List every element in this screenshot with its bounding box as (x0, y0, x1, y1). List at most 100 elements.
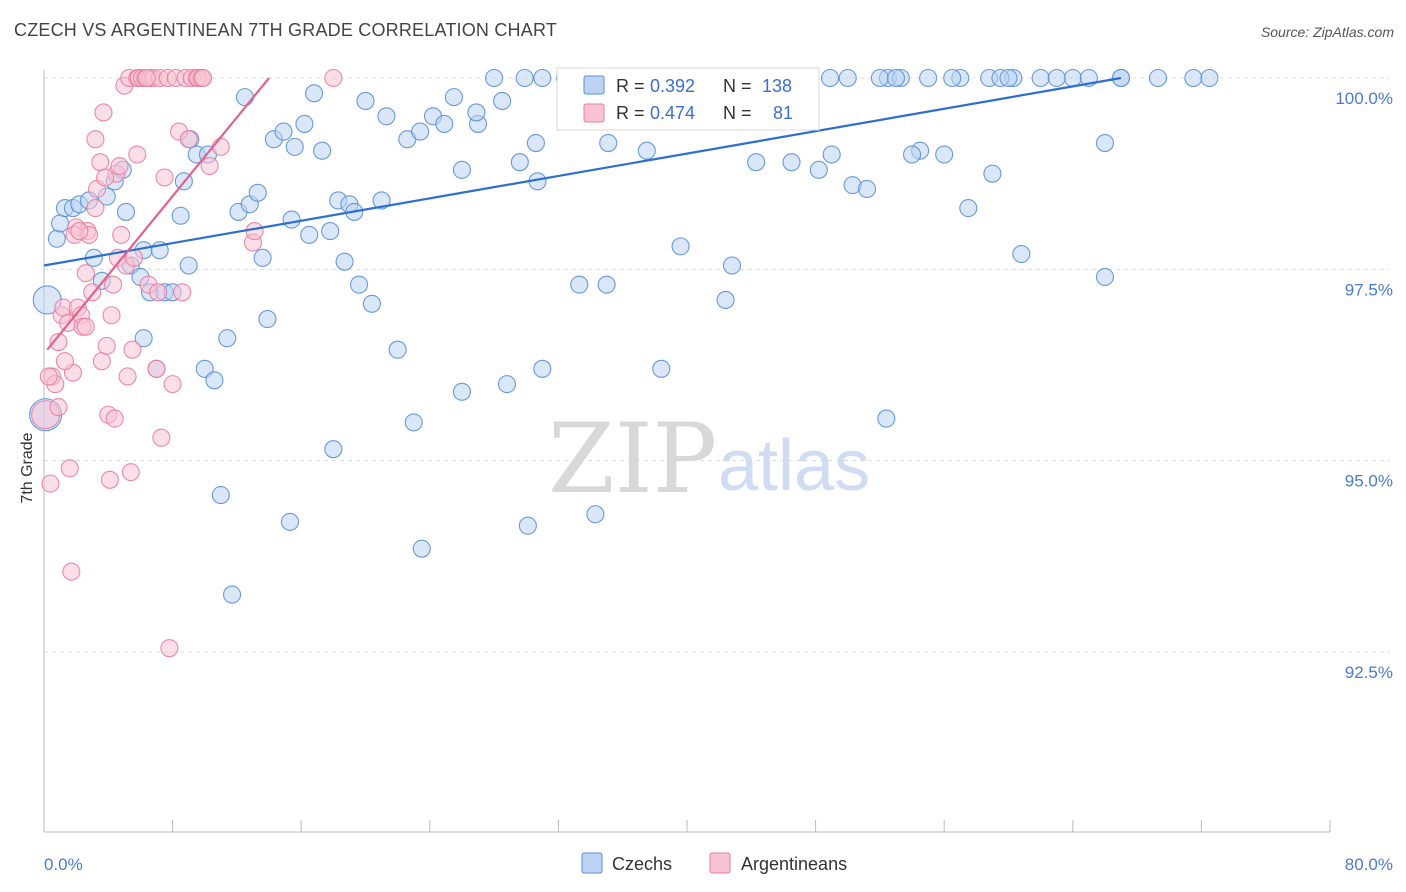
czech-point (356, 91, 375, 111)
argentinean-point (94, 103, 113, 122)
czech-point (599, 134, 618, 153)
czech-point (282, 210, 301, 229)
argentinean-point (102, 306, 121, 325)
czech-point (493, 91, 512, 111)
czech-point (223, 585, 242, 604)
argentinean-point (152, 428, 171, 447)
y-tick-label: 100.0% (1335, 89, 1393, 108)
czech-point (116, 202, 136, 221)
argentinean-point (173, 283, 192, 302)
argentinean-r-value: 0.474 (650, 103, 695, 123)
watermark: ZIP atlas (548, 403, 870, 515)
czech-legend-swatch (583, 75, 605, 95)
czech-point (235, 88, 254, 107)
argentinean-point (105, 409, 124, 428)
czech-point (782, 153, 801, 172)
argentinean-point (200, 156, 219, 176)
czech-point (526, 134, 545, 153)
y-tick-label: 95.0% (1345, 472, 1393, 491)
argentinean-point (100, 470, 119, 489)
czech-point (1031, 68, 1050, 88)
y-tick-label: 97.5% (1345, 280, 1393, 299)
czechs-legend-swatch (581, 852, 603, 874)
czech-point (497, 375, 517, 394)
czech-point (388, 340, 407, 359)
czech-point (258, 310, 277, 329)
czech-point (747, 153, 766, 172)
gridlines (44, 77, 1390, 653)
czech-point (518, 516, 537, 535)
czech-point (597, 275, 616, 294)
czech-point (821, 68, 840, 88)
czech-point (171, 206, 190, 225)
argentinean-trend-line (46, 77, 270, 351)
trend-lines (43, 76, 1122, 351)
stats-legend: R = 0.392 N = 138 R = 0.474 N = 81 (556, 67, 820, 131)
argentinean-legend-swatch (583, 103, 605, 123)
argentinean-point (128, 145, 147, 164)
czech-point (959, 199, 978, 218)
argentinean-point (112, 225, 131, 244)
argentinean-point (86, 130, 105, 149)
czech-point (134, 329, 153, 348)
y-axis-label: 7th Grade (19, 432, 36, 503)
argentinean-point (137, 68, 156, 88)
czech-point (570, 275, 589, 294)
czech-point (321, 222, 340, 241)
czech-point (935, 145, 954, 164)
czech-point (335, 252, 354, 271)
czech-point (300, 225, 319, 244)
argentinean-point (70, 222, 89, 241)
czech-point (404, 413, 423, 432)
argentinean-point (97, 336, 116, 355)
argentinean-point (160, 639, 179, 658)
argentinean-point (96, 168, 115, 187)
czech-point (1095, 267, 1114, 287)
czech-point (211, 486, 230, 505)
czech-point (857, 179, 877, 199)
argentinean-point (55, 352, 74, 371)
czech-point (253, 248, 272, 267)
czech-point (411, 122, 430, 141)
czech-point (324, 440, 343, 459)
argentinean-point (118, 367, 137, 386)
argentinean-point (49, 332, 68, 352)
czech-point (1095, 134, 1114, 153)
czech-trend-line (43, 76, 1122, 267)
x-tick-label: 80.0% (1345, 855, 1393, 874)
czech-point (444, 88, 463, 107)
czech-point (652, 359, 671, 378)
czech-point (515, 68, 534, 88)
argentinean-point (149, 283, 168, 302)
argentinean-n-label: N = (723, 103, 752, 123)
argentinean-r-label: R = (616, 103, 645, 123)
czech-point (586, 505, 605, 524)
czech-point (452, 382, 472, 401)
argentinean-point (123, 340, 142, 359)
czech-n-value: 138 (762, 76, 792, 96)
argentinean-point (86, 199, 105, 218)
czech-point (533, 68, 552, 88)
czech-point (248, 183, 267, 202)
watermark-atlas: atlas (718, 426, 870, 506)
czech-point (877, 409, 896, 428)
czech-point (305, 84, 324, 103)
argentinean-point (155, 168, 174, 187)
czech-point (510, 153, 529, 172)
argentinean-point (104, 275, 123, 294)
czech-point (1063, 68, 1082, 88)
argentinean-point (147, 359, 166, 378)
czech-point (218, 329, 237, 348)
czech-point (485, 68, 504, 88)
czech-point (716, 290, 735, 309)
czech-point (919, 68, 938, 88)
czech-point (902, 145, 922, 164)
czech-point (377, 107, 396, 126)
czech-point (280, 512, 299, 531)
czech-point (999, 68, 1018, 88)
czech-point (1184, 68, 1203, 88)
argentinean-point (110, 156, 129, 176)
czech-point (205, 371, 224, 390)
czech-point (809, 160, 828, 179)
argentinean-point (245, 222, 264, 241)
